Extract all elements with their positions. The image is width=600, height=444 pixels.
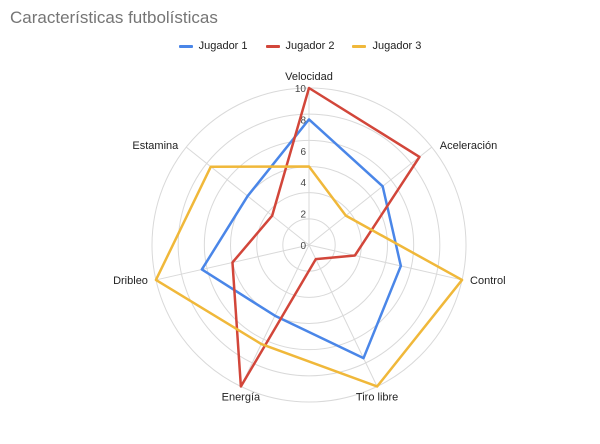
legend-label-series-1: Jugador 1 (198, 40, 248, 52)
axis-label-4: Tiro libre (356, 391, 398, 403)
axis-label-6: Dribleo (113, 275, 148, 287)
grid-spoke (308, 244, 463, 281)
legend-label-series-2: Jugador 2 (285, 40, 335, 52)
axis-label-3: Control (470, 275, 505, 287)
legend-swatch-series-2 (265, 44, 280, 48)
chart-title: Características futbolísticas (10, 8, 218, 27)
axis-label-7: Estamina (132, 140, 179, 152)
tick-label: 8 (300, 115, 306, 126)
series-line-2 (231, 86, 421, 388)
tick-label: 4 (300, 178, 306, 189)
tick-label: 6 (300, 147, 306, 158)
axis-label-2: Aceleración (440, 140, 497, 152)
legend-item-series-3[interactable]: Jugador 3 (352, 40, 421, 52)
legend-item-series-2[interactable]: Jugador 2 (265, 40, 335, 52)
tick-label: 0 (300, 241, 306, 252)
grid-spoke (308, 244, 378, 387)
legend-swatch-series-1 (178, 44, 193, 48)
axis-label-1: Velocidad (285, 71, 333, 83)
legend-swatch-series-3 (352, 44, 367, 48)
grid-spoke (308, 146, 433, 246)
axis-label-5: Energía (222, 391, 261, 403)
series-line-1 (200, 118, 403, 360)
tick-label: 2 (300, 210, 306, 221)
series-line-3 (154, 165, 464, 388)
legend-item-series-1[interactable]: Jugador 1 (178, 40, 248, 52)
legend-label-series-3: Jugador 3 (372, 40, 422, 52)
tick-label: 10 (295, 84, 307, 95)
legend: Jugador 1 Jugador 2 Jugador 3 (0, 40, 600, 52)
